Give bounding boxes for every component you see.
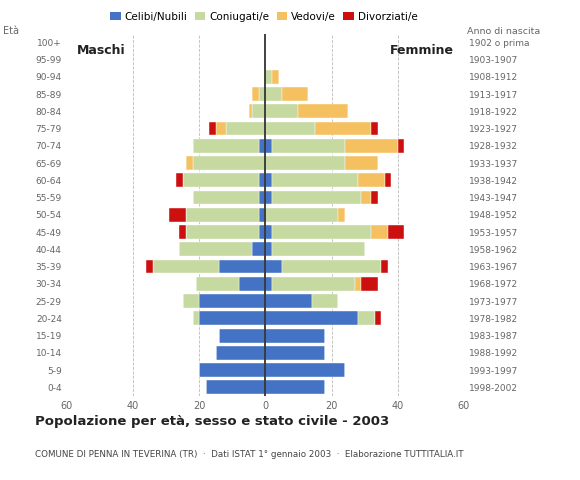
Bar xyxy=(385,173,391,187)
Bar xyxy=(375,312,381,325)
Bar xyxy=(219,260,266,274)
Bar xyxy=(266,225,272,239)
Text: Maschi: Maschi xyxy=(77,44,125,57)
Bar xyxy=(239,277,266,291)
Bar xyxy=(226,121,266,135)
Bar xyxy=(249,104,252,118)
Bar xyxy=(169,208,186,222)
Bar xyxy=(272,191,361,204)
Bar xyxy=(355,277,361,291)
Bar xyxy=(193,139,259,153)
Bar xyxy=(266,121,315,135)
Bar xyxy=(266,277,272,291)
Text: Età: Età xyxy=(3,26,19,36)
Bar xyxy=(183,294,199,308)
Bar xyxy=(259,208,266,222)
Bar xyxy=(388,225,404,239)
Bar xyxy=(266,260,282,274)
Bar xyxy=(266,363,345,377)
Legend: Celibi/Nubili, Coniugati/e, Vedovi/e, Divorziati/e: Celibi/Nubili, Coniugati/e, Vedovi/e, Di… xyxy=(106,8,422,26)
Bar xyxy=(266,346,325,360)
Bar xyxy=(266,173,272,187)
Bar xyxy=(282,260,381,274)
Bar xyxy=(361,277,378,291)
Bar xyxy=(272,225,371,239)
Bar xyxy=(272,277,355,291)
Bar xyxy=(252,104,266,118)
Bar xyxy=(371,225,388,239)
Bar xyxy=(193,156,266,170)
Bar xyxy=(266,191,272,204)
Bar xyxy=(311,294,338,308)
Bar xyxy=(252,242,266,256)
Bar xyxy=(358,173,385,187)
Bar xyxy=(266,104,299,118)
Bar xyxy=(259,191,266,204)
Bar xyxy=(266,156,345,170)
Bar xyxy=(266,381,325,394)
Bar xyxy=(299,104,348,118)
Bar xyxy=(216,346,266,360)
Bar xyxy=(196,277,239,291)
Bar xyxy=(272,242,365,256)
Bar xyxy=(199,363,266,377)
Bar xyxy=(183,173,259,187)
Bar xyxy=(199,294,266,308)
Bar xyxy=(266,294,311,308)
Bar xyxy=(266,70,272,84)
Bar xyxy=(252,87,259,101)
Bar xyxy=(259,173,266,187)
Bar xyxy=(259,87,266,101)
Bar xyxy=(272,173,358,187)
Bar xyxy=(199,312,266,325)
Bar xyxy=(345,156,378,170)
Bar xyxy=(266,208,338,222)
Text: Anno di nascita: Anno di nascita xyxy=(467,27,540,36)
Bar xyxy=(371,121,378,135)
Bar xyxy=(259,225,266,239)
Text: Femmine: Femmine xyxy=(390,44,454,57)
Bar xyxy=(358,312,375,325)
Bar xyxy=(186,156,193,170)
Bar xyxy=(193,191,259,204)
Bar xyxy=(361,191,371,204)
Bar xyxy=(398,139,404,153)
Bar xyxy=(219,329,266,343)
Bar xyxy=(338,208,345,222)
Bar xyxy=(176,173,183,187)
Bar xyxy=(209,121,216,135)
Bar xyxy=(266,312,358,325)
Bar xyxy=(266,329,325,343)
Bar xyxy=(371,191,378,204)
Text: Popolazione per età, sesso e stato civile - 2003: Popolazione per età, sesso e stato civil… xyxy=(35,415,389,428)
Bar xyxy=(153,260,219,274)
Bar xyxy=(179,225,186,239)
Bar xyxy=(266,242,272,256)
Bar xyxy=(381,260,388,274)
Bar xyxy=(272,139,345,153)
Bar xyxy=(259,139,266,153)
Bar xyxy=(146,260,153,274)
Bar xyxy=(216,121,226,135)
Bar xyxy=(272,70,278,84)
Bar xyxy=(206,381,266,394)
Bar xyxy=(186,225,259,239)
Bar xyxy=(315,121,371,135)
Bar xyxy=(282,87,309,101)
Bar xyxy=(179,242,252,256)
Bar xyxy=(186,208,259,222)
Bar xyxy=(345,139,398,153)
Text: COMUNE DI PENNA IN TEVERINA (TR)  ·  Dati ISTAT 1° gennaio 2003  ·  Elaborazione: COMUNE DI PENNA IN TEVERINA (TR) · Dati … xyxy=(35,450,463,459)
Bar xyxy=(266,87,282,101)
Bar xyxy=(266,139,272,153)
Bar xyxy=(193,312,199,325)
